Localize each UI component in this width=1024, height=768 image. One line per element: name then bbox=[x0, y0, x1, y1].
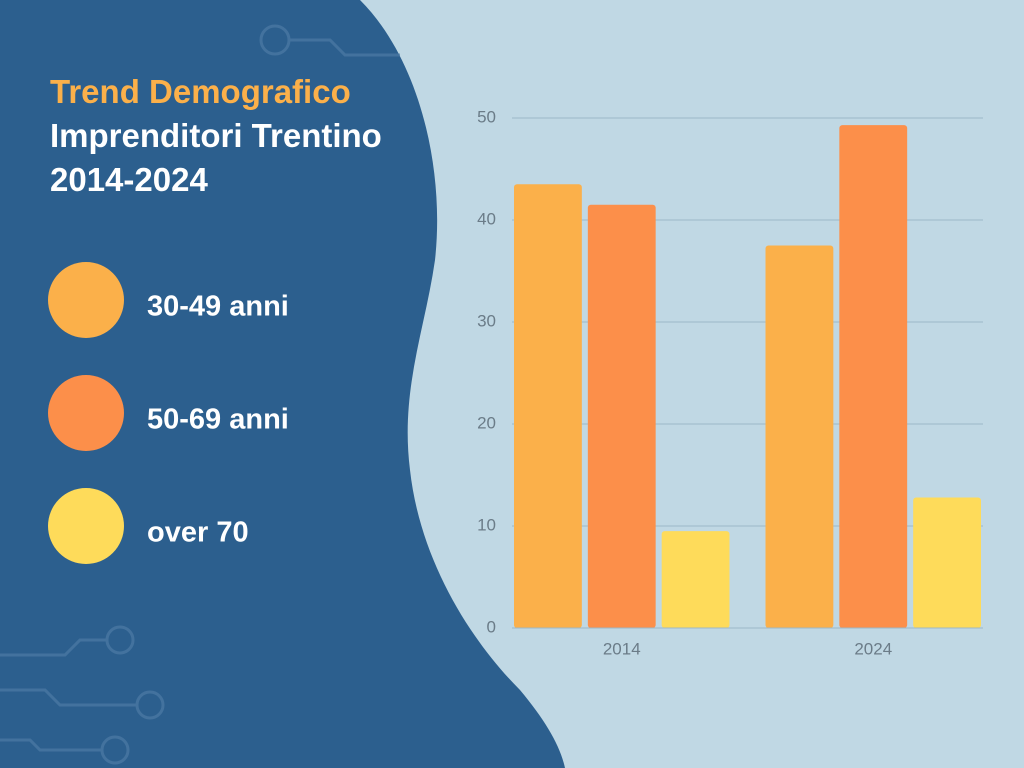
y-tick-label: 10 bbox=[477, 515, 496, 534]
y-tick-label: 0 bbox=[487, 617, 496, 636]
bar bbox=[839, 125, 908, 628]
bar bbox=[514, 184, 582, 629]
legend-marker bbox=[48, 375, 124, 451]
legend-label: 50-69 anni bbox=[147, 404, 289, 436]
chart-title: Trend Demografico bbox=[50, 73, 351, 110]
circuit-decoration bbox=[0, 24, 400, 765]
y-tick-label: 50 bbox=[477, 107, 496, 126]
chart-subtitle: Imprenditori Trentino 2014-2024 bbox=[50, 117, 382, 198]
legend-label: 30-49 anni bbox=[147, 291, 289, 323]
y-tick-label: 20 bbox=[477, 413, 496, 432]
x-tick-label: 2024 bbox=[854, 639, 892, 658]
bar bbox=[913, 497, 981, 628]
background-blob bbox=[0, 0, 565, 768]
x-tick-label: 2014 bbox=[603, 639, 641, 658]
y-tick-label: 40 bbox=[477, 209, 496, 228]
heading: Trend Demografico Imprenditori Trentino … bbox=[50, 70, 415, 202]
legend-marker bbox=[48, 262, 124, 338]
legend-label: over 70 bbox=[147, 517, 249, 549]
legend-marker bbox=[48, 488, 124, 564]
bar bbox=[587, 204, 656, 628]
y-tick-label: 30 bbox=[477, 311, 496, 330]
bar bbox=[765, 245, 834, 628]
bar bbox=[661, 531, 730, 628]
